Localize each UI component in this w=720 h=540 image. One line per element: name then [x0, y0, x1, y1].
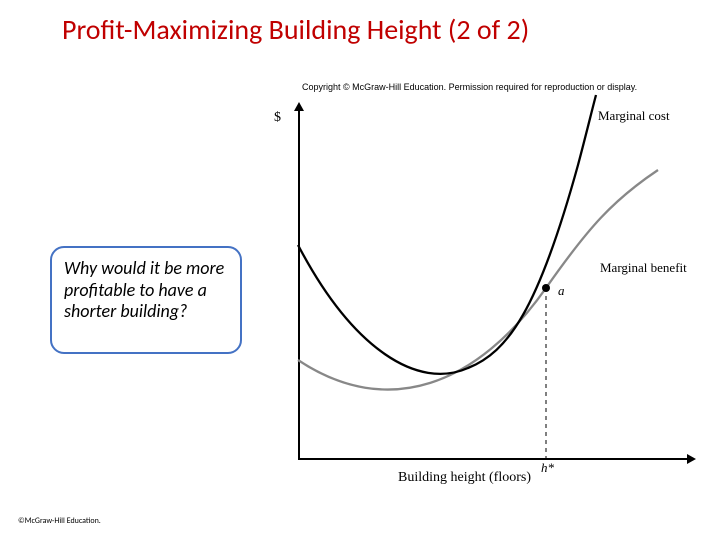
question-callout: Why would it be more profitable to have … — [50, 246, 242, 354]
footer-copyright: ©McGraw-Hill Education. — [18, 516, 101, 526]
y-axis-label: $ — [274, 110, 281, 126]
callout-text: Why would it be more profitable to have … — [64, 257, 224, 322]
chart: Copyright © McGraw-Hill Education. Permi… — [258, 80, 698, 500]
chart-curves — [298, 110, 688, 460]
hstar-label: h* — [541, 460, 554, 476]
x-axis-label: Building height (floors) — [398, 470, 531, 486]
marginal-benefit-curve — [298, 170, 658, 390]
marginal-cost-curve — [298, 95, 596, 374]
chart-copyright: Copyright © McGraw-Hill Education. Permi… — [302, 82, 637, 92]
slide-title: Profit-Maximizing Building Height (2 of … — [62, 12, 529, 47]
intersection-point — [542, 284, 550, 292]
